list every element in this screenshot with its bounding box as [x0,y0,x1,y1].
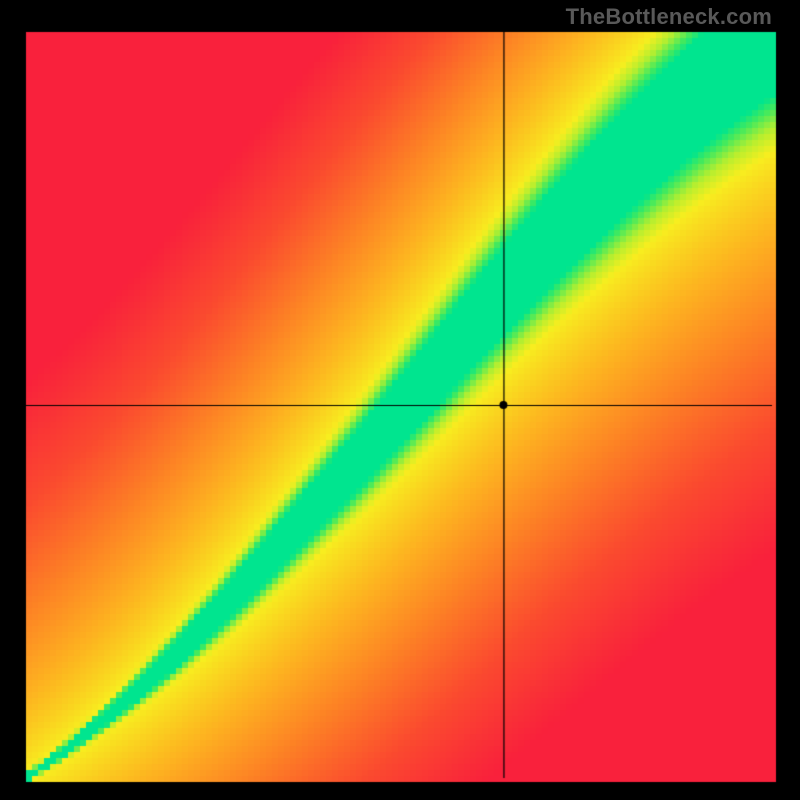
chart-container: TheBottleneck.com [0,0,800,800]
watermark-label: TheBottleneck.com [566,4,772,30]
bottleneck-heatmap [0,0,800,800]
